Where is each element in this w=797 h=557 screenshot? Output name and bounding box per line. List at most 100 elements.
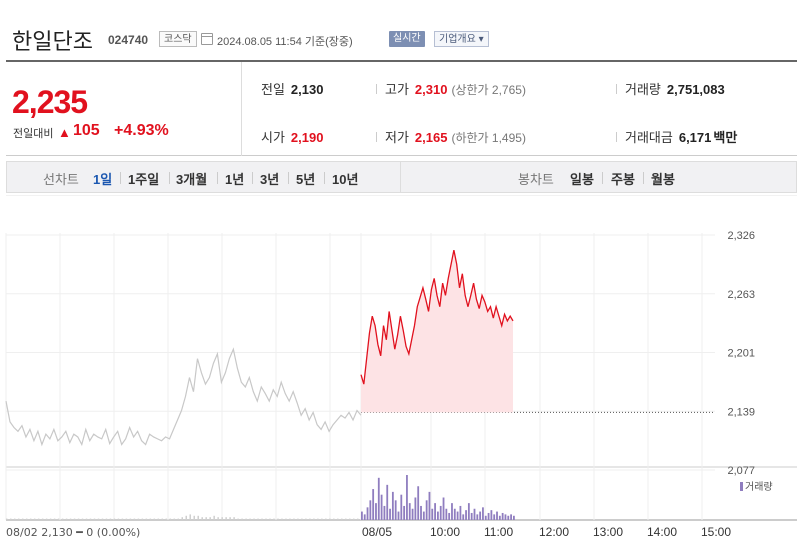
volume-bar-today [369,500,372,520]
market-badge: 코스닥 [159,31,197,47]
volume-bar-today [422,511,425,520]
volume-bar-today [453,508,456,520]
volume-bar-prev [33,518,36,520]
volume-bar-today [391,491,394,520]
volume-bar-prev [309,518,311,520]
lower-limit: (하한가 1,495) [451,131,526,145]
volume-bar-prev [317,518,319,520]
tab-weekly-candle[interactable]: 주봉 [611,172,635,187]
volume-bar-prev [17,518,20,520]
volume-bar-today [406,475,408,520]
line-chart-label: 선차트 [43,172,79,187]
tab-1d[interactable]: 1일 [93,172,113,187]
change-value: 105 [73,122,100,139]
volume-bar-today [442,497,445,520]
volume-bar-today [414,497,417,520]
volume-bar-today [372,489,375,520]
volume-bar-prev [21,518,24,520]
company-overview-button[interactable]: 기업개요 ▾ [434,31,489,47]
volume-bar-prev [269,518,271,520]
divider [602,172,603,184]
volume-bar-today [501,512,504,520]
volume-bar-today [513,515,515,520]
volume-bar-today [445,508,448,520]
volume-bar-prev [277,518,279,520]
prev-close-cell: 전일 2,130 [261,79,323,98]
x-tick-label: 15:00 [701,525,731,539]
volume-bar-prev [257,518,259,520]
stock-code: 024740 [108,33,149,47]
volume-bar-prev [109,518,112,520]
volume-bar-today [470,512,473,520]
volume-bar-today [425,500,428,520]
tab-monthly-candle[interactable]: 월봉 [651,172,675,187]
volume-bar-today [389,508,391,520]
tab-daily-candle[interactable]: 일봉 [570,172,594,187]
volume-bar-today [437,511,439,520]
tab-1w[interactable]: 1주일 [128,172,160,187]
volume-bar-prev [189,514,191,520]
volume-bar-prev [81,518,84,520]
volume-bar-prev [301,518,303,520]
volume-bar-today [397,511,400,520]
volume-bar-today [451,503,453,520]
volume-bar-prev [49,518,52,520]
volume-bar-prev [341,518,343,520]
chart-tabs: 선차트 1일 1주일 3개월 1년 3년 5년 10년 봉차트 일봉 주봉 월봉 [6,161,797,193]
open-label: 시가 [261,130,285,145]
low-cell: 저가 2,165 (하한가 1,495) [385,127,526,146]
y-tick-label: 2,139 [727,406,755,418]
prev-close-value: 2,130 [290,82,324,97]
tab-10y[interactable]: 10년 [332,172,359,187]
volume-bar-prev [165,518,168,520]
volume-bar-prev [73,518,76,520]
volume-bar-prev [61,518,64,520]
volume-bar-today [482,507,484,520]
volume-bar-today [476,514,479,520]
tab-3m[interactable]: 3개월 [176,172,208,187]
volume-bar-prev [321,518,323,520]
volume-bar-prev [57,518,60,520]
volume-bar-prev [337,518,339,520]
tab-5y[interactable]: 5년 [296,172,316,187]
volume-cell: 거래량 2,751,083 [625,79,725,98]
volume-bar-prev [273,518,275,520]
amount-unit: 백만 [713,130,738,145]
volume-bar-prev [153,518,156,520]
y-tick-label: 2,326 [727,230,755,242]
volume-bar-prev [69,518,72,520]
volume-bar-prev [225,517,227,520]
divider [616,132,617,142]
volume-bar-today [428,491,431,520]
volume-bar-prev [89,518,92,520]
volume-bar-prev [289,518,291,520]
volume-bar-prev [9,518,12,520]
tab-3y[interactable]: 3년 [260,172,280,187]
volume-bar-prev [261,518,263,520]
volume-bar-prev [141,518,144,520]
realtime-button[interactable]: 실시간 [389,31,425,47]
x-tick-label: 08/05 [362,525,392,539]
intraday-price-chart[interactable]: 2,326 2,263 2,201 2,139 2,077 08/05 10:00 11:00… [0,195,797,557]
volume-legend-label: 거래량 [745,482,773,493]
candle-chart-label: 봉차트 [518,172,554,187]
volume-bar-today [408,503,411,520]
x-tick-label: 13:00 [593,525,623,539]
tab-1y[interactable]: 1년 [225,172,245,187]
volume-bar-prev [161,518,164,520]
open-cell: 시가 2,190 [261,127,323,146]
volume-bar-today [377,477,380,520]
volume-bar-today [504,514,507,520]
volume-bar-today [363,514,366,520]
divider [169,172,170,184]
volume-bar-prev [65,518,68,520]
volume-bar-prev [357,518,359,520]
volume-bar-prev [53,518,56,520]
volume-bar-prev [353,518,355,520]
volume-bar-prev [129,518,132,520]
volume-bar-prev [29,518,32,520]
volume-bar-today [484,515,487,520]
volume-bar-today [400,494,403,520]
divider [324,172,325,184]
low-value: 2,165 [414,130,448,145]
